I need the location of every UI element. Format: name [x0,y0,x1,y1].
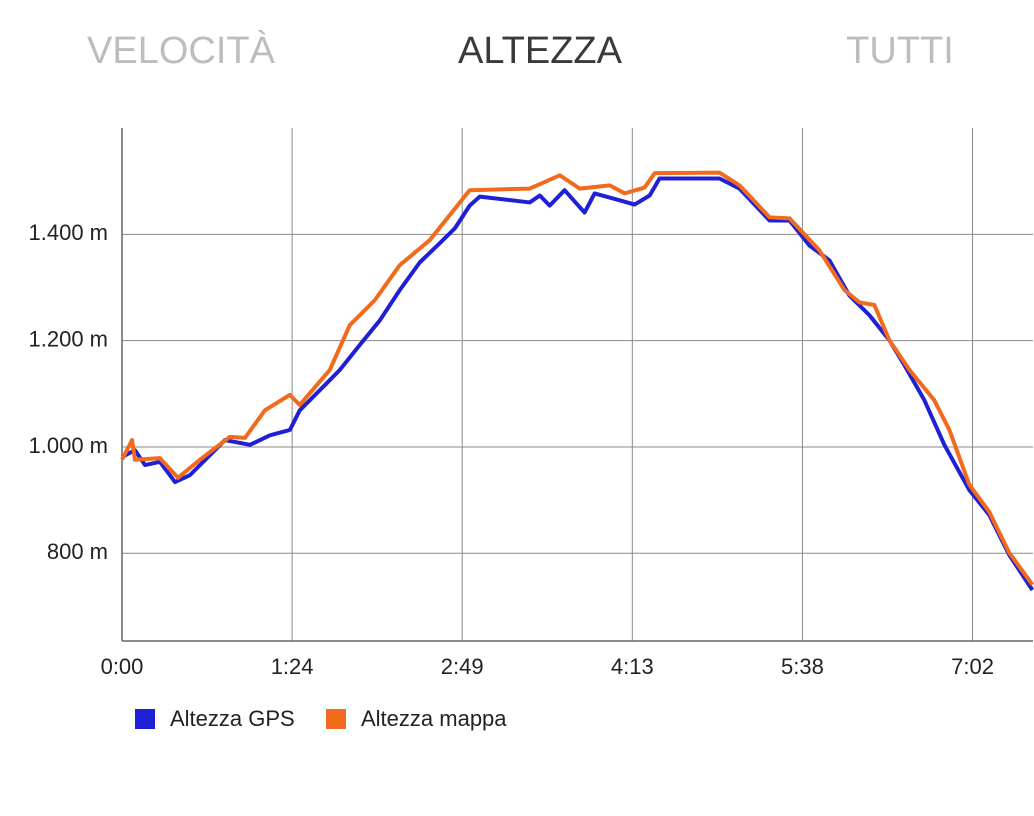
legend-label: Altezza GPS [170,706,295,731]
x-tick-label: 2:49 [441,654,484,679]
legend-label: Altezza mappa [361,706,507,731]
x-tick-label: 7:02 [951,654,994,679]
x-tick-label: 4:13 [611,654,654,679]
y-tick-label: 800 m [47,539,108,564]
tab[interactable]: ALTEZZA [458,30,622,72]
x-tick-label: 5:38 [781,654,824,679]
y-tick-label: 1.200 m [29,326,109,351]
tab[interactable]: VELOCITÀ [87,30,275,72]
y-tick-label: 1.400 m [29,220,109,245]
line-series [120,170,1034,586]
x-tick-label: 0:00 [101,654,144,679]
tab[interactable]: TUTTI [846,30,954,72]
x-tick-label: 1:24 [271,654,314,679]
legend-swatch [135,709,155,729]
legend-swatch [326,709,346,729]
tab-bar: VELOCITÀ ALTEZZA TUTTI [0,0,1034,110]
y-tick-label: 1.000 m [29,433,109,458]
line-series [121,176,1034,592]
